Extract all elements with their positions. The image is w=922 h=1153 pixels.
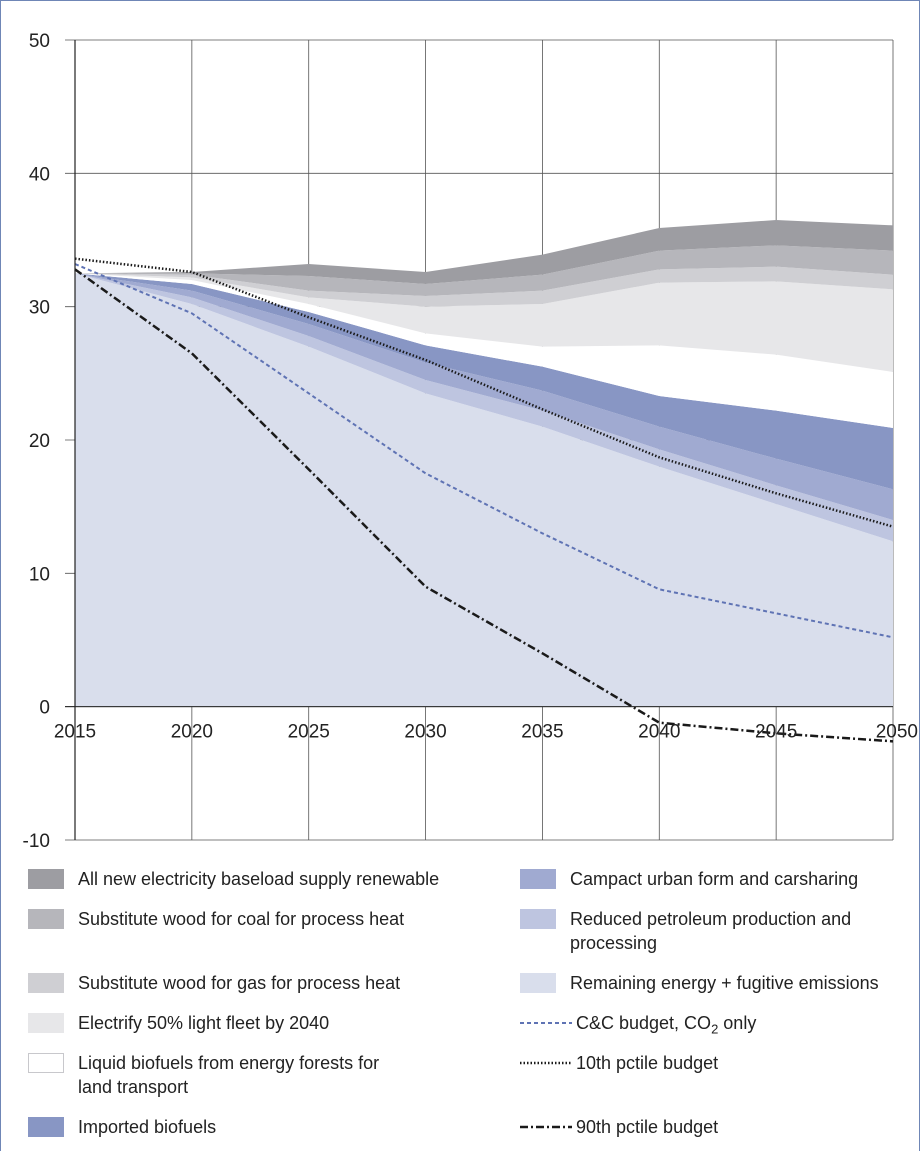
- budget-line-dashdot: [74, 268, 894, 743]
- y-tick-label: 30: [29, 298, 50, 319]
- x-tick-label: 2040: [638, 722, 680, 743]
- budget-lines: [74, 257, 894, 743]
- x-tick-label: 2045: [755, 722, 797, 743]
- y-tick-label: 40: [29, 164, 50, 185]
- area-series-1: [75, 273, 893, 542]
- area-series-4: [75, 273, 893, 428]
- area-series-2: [75, 273, 893, 520]
- area-series-8: [75, 220, 893, 284]
- budget-line-dashed: [74, 263, 894, 639]
- budget-line-dotted: [74, 257, 894, 528]
- area-series-0: [75, 273, 893, 707]
- x-tick-label: 2015: [54, 722, 96, 743]
- y-tick-label: 50: [29, 31, 50, 52]
- x-tick-label: 2025: [288, 722, 330, 743]
- axes: [65, 40, 893, 840]
- tick-labels: 50 40 30 20 10 0 -10 2015 2020 2025 2030 2035 2040 20…: [23, 31, 918, 852]
- y-tick-label: -10: [23, 831, 50, 852]
- x-tick-label: 2020: [171, 722, 213, 743]
- area-series-5: [75, 273, 893, 372]
- stacked-areas: [75, 220, 893, 707]
- y-tick-label: 20: [29, 431, 50, 452]
- y-tick-label: 0: [39, 698, 50, 719]
- area-series-3: [75, 273, 893, 490]
- x-tick-label: 2030: [404, 722, 446, 743]
- y-tick-label: 10: [29, 564, 50, 585]
- x-tick-label: 2050: [876, 722, 918, 743]
- x-tick-label: 2035: [521, 722, 563, 743]
- area-series-7: [75, 245, 893, 296]
- area-series-6: [75, 266, 893, 307]
